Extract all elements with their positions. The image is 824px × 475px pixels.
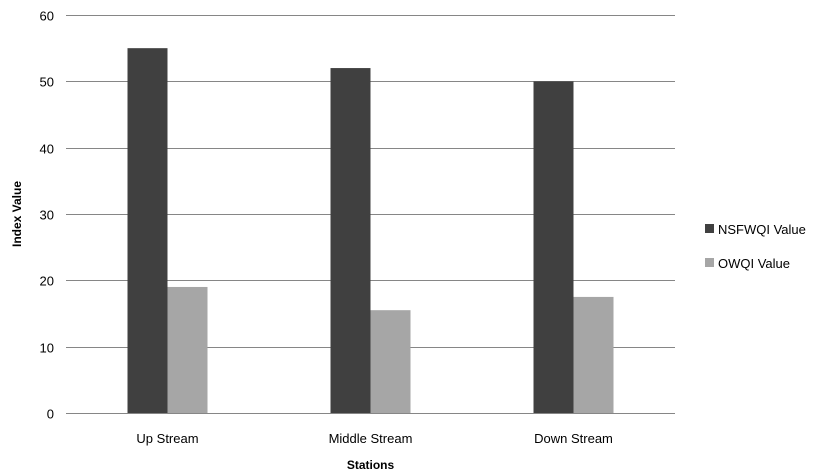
bar-owqi-value-middle-stream xyxy=(370,310,411,413)
bar-nsfwqi-value-middle-stream xyxy=(330,68,371,414)
y-tick-label: 60 xyxy=(40,9,54,24)
x-tick-labels: Up Stream Middle Stream Down Stream xyxy=(136,431,612,446)
legend-swatch xyxy=(705,224,714,233)
bar-owqi-value-down-stream xyxy=(573,296,614,413)
y-tick-label: 0 xyxy=(47,407,54,422)
x-tick-label: Up Stream xyxy=(136,431,198,446)
legend-label: OWQI Value xyxy=(718,256,790,271)
bars xyxy=(127,48,614,414)
legend: NSFWQI Value OWQI Value xyxy=(705,222,806,271)
bar-nsfwqi-value-down-stream xyxy=(533,81,574,413)
y-axis-title: Index Value xyxy=(10,181,24,247)
y-tick-label: 10 xyxy=(40,341,54,356)
bar-nsfwqi-value-up-stream xyxy=(127,48,168,414)
legend-swatch xyxy=(705,258,714,267)
y-tick-label: 20 xyxy=(40,274,54,289)
x-tick-label: Down Stream xyxy=(534,431,613,446)
x-tick-label: Middle Stream xyxy=(329,431,413,446)
y-tick-labels: 0 10 20 30 40 50 60 xyxy=(40,9,54,422)
y-tick-label: 30 xyxy=(40,208,54,223)
legend-label: NSFWQI Value xyxy=(718,222,806,237)
y-tick-label: 40 xyxy=(40,142,54,157)
y-tick-label: 50 xyxy=(40,75,54,90)
bar-owqi-value-up-stream xyxy=(167,286,208,413)
x-axis-title: Stations xyxy=(347,458,395,472)
